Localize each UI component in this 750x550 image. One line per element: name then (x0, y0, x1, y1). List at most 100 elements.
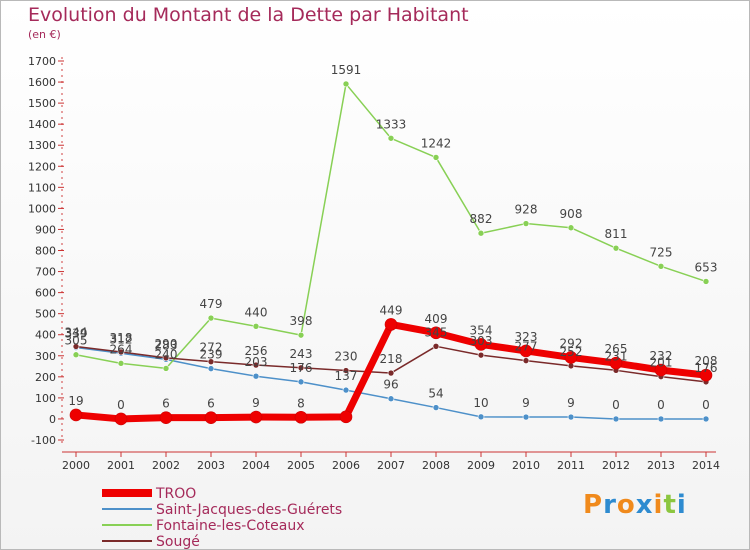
y-tick-label: 300 (35, 350, 56, 363)
data-label: 231 (605, 349, 628, 363)
logo-letter: P (583, 490, 604, 520)
data-label: 277 (515, 340, 538, 354)
legend-entry: Sougé (156, 534, 200, 550)
data-label: 137 (335, 369, 358, 383)
data-label: 1242 (421, 136, 452, 150)
data-label: 409 (425, 312, 448, 326)
data-label: 256 (245, 344, 268, 358)
x-tick-label: 2014 (692, 459, 720, 472)
series-point-2 (252, 322, 260, 330)
x-tick-label: 2011 (557, 459, 585, 472)
data-label: 1591 (331, 63, 362, 77)
series-point-0 (69, 408, 83, 422)
x-tick-label: 2008 (422, 459, 450, 472)
series-point-0 (609, 356, 623, 370)
series-point-3 (342, 367, 350, 374)
series-point-3 (387, 369, 395, 377)
series-point-1 (567, 413, 575, 421)
legend-entry: Fontaine-les-Coteaux (156, 518, 305, 534)
data-label: 265 (605, 342, 628, 356)
logo-letter: t (663, 490, 677, 520)
series-point-0 (564, 351, 578, 364)
series-point-0 (519, 344, 533, 358)
data-label: 19 (68, 394, 83, 408)
series-point-1 (387, 395, 395, 403)
data-label: 54 (428, 387, 443, 401)
series-point-2 (342, 80, 350, 88)
x-tick-label: 2004 (242, 459, 270, 472)
x-tick-label: 2013 (647, 459, 675, 472)
y-tick-label: 700 (35, 266, 56, 279)
series-point-1 (477, 413, 485, 421)
series-point-0 (294, 410, 308, 424)
y-tick-label: -100 (31, 434, 56, 447)
data-label: 272 (200, 341, 223, 355)
x-tick-label: 2000 (62, 459, 90, 472)
data-label: 0 (702, 398, 710, 412)
logo-letter: x (635, 490, 654, 520)
y-tick-label: 1100 (28, 181, 56, 194)
y-tick-label: 1200 (28, 160, 56, 173)
series-point-2 (522, 220, 530, 227)
legend-entry: TROO (155, 486, 196, 502)
series-point-0 (204, 411, 218, 424)
series-point-2 (72, 351, 80, 359)
y-tick-label: 1500 (28, 97, 56, 110)
data-label: 252 (560, 345, 583, 359)
data-label: 449 (380, 303, 403, 317)
data-label: 8 (297, 396, 305, 410)
logo-letter: i (676, 490, 687, 520)
series-point-1 (342, 386, 350, 394)
data-label: 928 (515, 203, 538, 217)
series-point-2 (657, 262, 665, 270)
x-tick-label: 2001 (107, 459, 135, 472)
series-point-2 (567, 224, 575, 232)
x-tick-label: 2009 (467, 459, 495, 472)
series-point-0 (699, 368, 713, 382)
series-point-0 (474, 338, 488, 351)
data-label: 6 (162, 397, 170, 411)
series-point-3 (522, 357, 530, 364)
series-point-1 (207, 365, 215, 372)
series-point-3 (252, 361, 260, 369)
chart-title: Evolution du Montant de la Dette par Hab… (28, 4, 469, 26)
series-point-2 (117, 360, 125, 367)
y-tick-label: 400 (35, 329, 56, 342)
data-label: 725 (650, 245, 673, 259)
series-point-3 (432, 343, 440, 350)
y-tick-label: 100 (35, 392, 56, 405)
data-label: 10 (473, 396, 488, 410)
data-label: 96 (383, 378, 398, 392)
data-label: 303 (470, 334, 493, 348)
series-point-0 (159, 411, 173, 424)
data-label: 9 (252, 396, 260, 410)
y-tick-label: 1300 (28, 139, 56, 152)
data-label: 201 (650, 356, 673, 370)
data-label: 398 (290, 314, 313, 328)
series-point-3 (162, 354, 170, 362)
series-point-3 (567, 362, 575, 370)
y-tick-label: 600 (35, 287, 56, 300)
y-tick-label: 500 (35, 308, 56, 321)
data-label: 0 (117, 398, 125, 412)
y-tick-label: 0 (49, 413, 56, 426)
data-label: 653 (695, 260, 718, 274)
data-label: 239 (200, 348, 223, 362)
series-point-3 (72, 343, 80, 350)
series-point-3 (117, 348, 125, 356)
series-point-0 (654, 363, 668, 377)
series-point-0 (114, 412, 128, 426)
data-label: 230 (335, 350, 358, 364)
data-label: 312 (110, 332, 133, 346)
series-point-0 (384, 318, 398, 331)
x-tick-label: 2006 (332, 459, 360, 472)
series-point-2 (387, 134, 395, 142)
x-tick-label: 2005 (287, 459, 315, 472)
data-label: 1333 (376, 117, 407, 131)
series-point-3 (297, 364, 305, 372)
data-label: 240 (155, 347, 178, 361)
x-tick-label: 2002 (152, 459, 180, 472)
y-tick-label: 1600 (28, 76, 56, 89)
data-label: 323 (515, 330, 538, 344)
series-point-1 (612, 415, 620, 423)
